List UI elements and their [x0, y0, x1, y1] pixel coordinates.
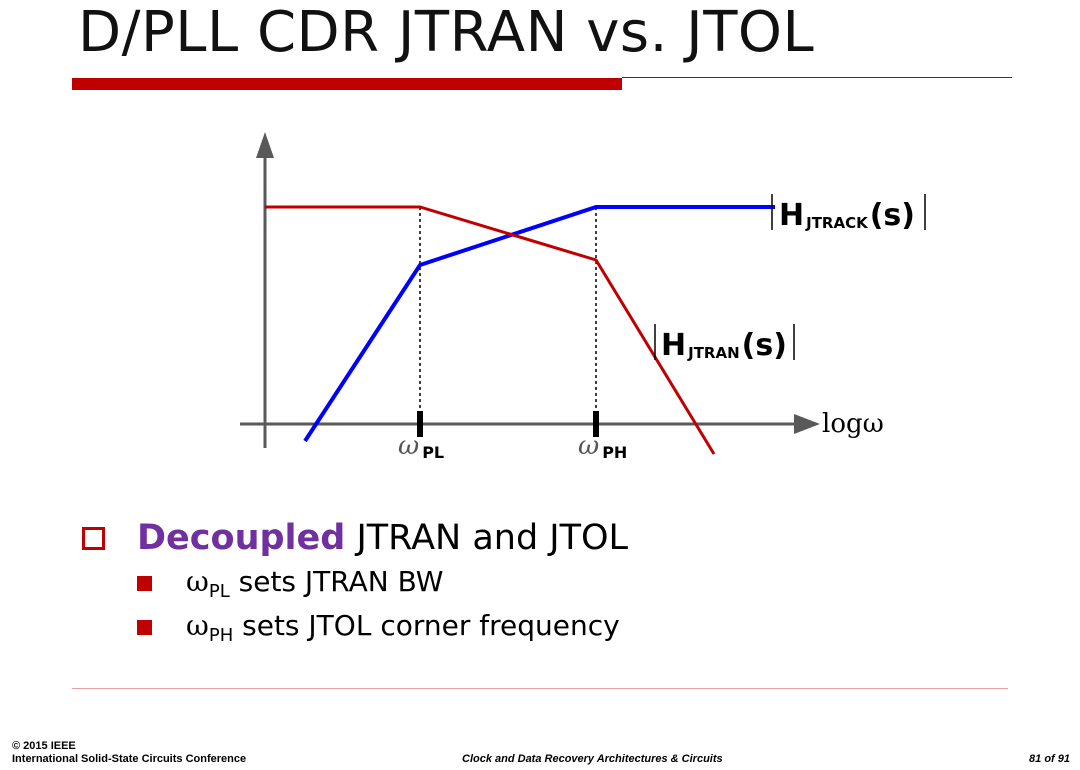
sub-bullet-text: ωPH sets JTOL corner frequency [186, 609, 620, 646]
jtrack-curve [303, 205, 775, 443]
sub-bullet-rest: sets JTOL corner frequency [233, 608, 620, 642]
jtrack-label: H JTRACK(s) [771, 194, 926, 233]
main-bullet-rest: JTRAN and JTOL [345, 518, 629, 558]
omega-symbol: ω [186, 608, 209, 642]
omega-subscript: PL [208, 580, 230, 602]
main-bullet-text: Decoupled JTRAN and JTOL [137, 518, 628, 558]
tick-label-omega-pl: ω PL [398, 431, 444, 462]
omega-symbol: ω [186, 564, 209, 598]
sub-bullet-rest: sets JTRAN BW [229, 564, 444, 598]
filled-square-bullet-icon [137, 619, 152, 635]
slide-title: D/PLL CDR JTRAN vs. JTOL [78, 0, 815, 65]
omega-symbol: ω [398, 431, 419, 461]
jtran-label-arg: (s) [742, 328, 787, 363]
footer-copyright: © 2015 IEEE [12, 740, 76, 752]
footer-course: Clock and Data Recovery Architectures & … [462, 753, 723, 765]
filled-square-bullet-icon [137, 575, 152, 591]
omega-symbol: ω [578, 431, 599, 461]
footer-page-number: 81 of 91 [1029, 753, 1070, 765]
sub-bullet: ωPL sets JTRAN BW [137, 561, 628, 605]
main-bullet: Decoupled JTRAN and JTOL [82, 515, 628, 561]
title-underline-thick [72, 78, 622, 90]
jtran-label-sub: JTRAN [687, 344, 740, 362]
sub-bullet: ωPH sets JTOL corner frequency [137, 605, 628, 649]
footer-left: © 2015 IEEE International Solid-State Ci… [12, 740, 246, 766]
x-axis-arrowhead [794, 414, 820, 434]
omega-subscript: PH [208, 624, 234, 646]
emphasis-word: Decoupled [137, 518, 346, 558]
y-axis-arrowhead [256, 132, 274, 158]
footer-conference: International Solid-State Circuits Confe… [12, 753, 247, 765]
jtrack-label-arg: (s) [870, 198, 915, 233]
jtrack-label-main: H [779, 198, 804, 233]
omega-subscript: PL [422, 443, 444, 462]
hollow-square-bullet-icon [82, 526, 105, 550]
jtran-label-main: H [661, 328, 686, 363]
sub-bullet-text: ωPL sets JTRAN BW [186, 565, 444, 602]
jtrack-label-sub: JTRACK [805, 214, 869, 232]
bullet-list: Decoupled JTRAN and JTOL ωPL sets JTRAN … [82, 515, 628, 649]
jtran-label: H JTRAN(s) [654, 324, 795, 363]
tick-label-omega-ph: ω PH [578, 431, 627, 462]
title-underline-thin [622, 77, 1012, 78]
omega-subscript: PH [602, 443, 627, 462]
x-axis-label: logω [822, 409, 884, 439]
footer-divider [72, 688, 1008, 689]
